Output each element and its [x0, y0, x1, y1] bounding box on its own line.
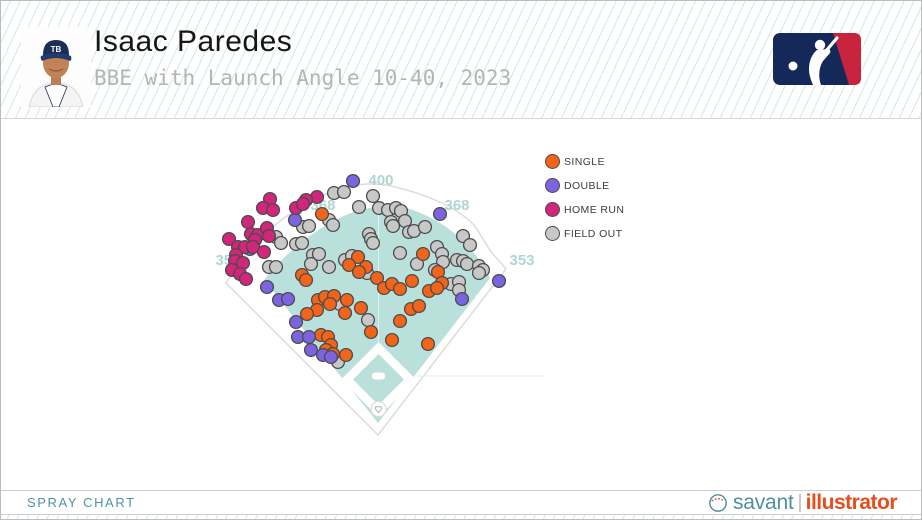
- dot-field-out[interactable]: [459, 256, 475, 272]
- dot-field-out[interactable]: [385, 218, 401, 234]
- legend-label: DOUBLE: [564, 179, 610, 192]
- chart-subtitle: BBE with Launch Angle 10-40, 2023: [94, 66, 512, 90]
- legend-label: SINGLE: [564, 155, 605, 168]
- dot-field-out[interactable]: [365, 188, 381, 204]
- field-out-swatch-icon: [545, 226, 560, 241]
- legend-item-field-out: FIELD OUT: [545, 226, 624, 241]
- dot-field-out[interactable]: [311, 246, 327, 262]
- chart-panel: 353368400368353 SINGLE DOUBLE HOME RUN F…: [1, 118, 921, 490]
- dot-field-out[interactable]: [303, 256, 319, 272]
- dot-home-run[interactable]: [221, 231, 237, 247]
- footer: SPRAY CHART savant illustrator: [1, 490, 921, 515]
- dot-single[interactable]: [420, 336, 436, 352]
- dot-single[interactable]: [339, 292, 355, 308]
- bbe-dots: [221, 173, 507, 370]
- dot-field-out[interactable]: [462, 237, 478, 253]
- header: TB Isaac Paredes BBE with Launch Angle 1…: [1, 1, 921, 118]
- dot-field-out[interactable]: [392, 245, 408, 261]
- dot-field-out[interactable]: [294, 235, 310, 251]
- page-title: Isaac Paredes: [94, 25, 293, 58]
- dot-single[interactable]: [350, 249, 366, 265]
- dot-double[interactable]: [288, 314, 304, 330]
- home-plate-icon: [375, 406, 382, 414]
- dot-field-out[interactable]: [365, 235, 381, 251]
- distance-label: 353: [510, 252, 535, 269]
- double-swatch-icon: [545, 178, 560, 193]
- dot-single[interactable]: [411, 298, 427, 314]
- dot-single[interactable]: [384, 332, 400, 348]
- dot-field-out[interactable]: [301, 218, 317, 234]
- home-run-swatch-icon: [545, 202, 560, 217]
- dot-single[interactable]: [298, 272, 314, 288]
- dot-home-run[interactable]: [265, 202, 281, 218]
- dot-double[interactable]: [259, 279, 275, 295]
- dot-double[interactable]: [303, 342, 319, 358]
- spray-chart-field: 353368400368353: [216, 172, 544, 436]
- dot-field-out[interactable]: [471, 265, 487, 281]
- dot-double[interactable]: [301, 329, 317, 345]
- dot-single[interactable]: [363, 324, 379, 340]
- dot-field-out[interactable]: [273, 235, 289, 251]
- dot-single[interactable]: [392, 281, 408, 297]
- legend-item-double: DOUBLE: [545, 178, 624, 193]
- distance-label: 368: [445, 197, 470, 214]
- dot-home-run[interactable]: [238, 271, 254, 287]
- distance-labels: 353368400368353: [216, 172, 535, 269]
- dot-double[interactable]: [345, 173, 361, 189]
- legend-item-single: SINGLE: [545, 154, 624, 169]
- dot-double[interactable]: [287, 212, 303, 228]
- footer-chart-type-label: SPRAY CHART: [27, 495, 136, 510]
- dot-single[interactable]: [341, 257, 357, 273]
- mound-marker: [371, 371, 386, 381]
- dot-field-out[interactable]: [336, 184, 352, 200]
- mlb-logo: [773, 33, 861, 85]
- player-headshot: TB: [21, 27, 91, 107]
- dot-home-run[interactable]: [256, 244, 272, 260]
- dot-single[interactable]: [353, 300, 369, 316]
- dot-field-out[interactable]: [417, 219, 433, 235]
- dot-single[interactable]: [415, 246, 431, 262]
- dot-single[interactable]: [351, 264, 367, 280]
- dot-field-out[interactable]: [351, 199, 367, 215]
- dot-single[interactable]: [314, 206, 330, 222]
- dot-single[interactable]: [429, 280, 445, 296]
- dot-single[interactable]: [299, 306, 315, 322]
- home-plate-circle: [370, 400, 387, 418]
- dot-double[interactable]: [280, 291, 296, 307]
- single-swatch-icon: [545, 154, 560, 169]
- dot-field-out[interactable]: [268, 259, 284, 275]
- dot-double[interactable]: [491, 273, 507, 289]
- dot-single[interactable]: [322, 296, 338, 312]
- legend-item-home-run: HOME RUN: [545, 202, 624, 217]
- dot-home-run[interactable]: [261, 228, 277, 244]
- savant-illustrator-logo: savant illustrator: [708, 490, 898, 515]
- dot-single[interactable]: [404, 273, 420, 289]
- dot-field-out[interactable]: [360, 312, 376, 328]
- dot-single[interactable]: [337, 305, 353, 321]
- legend-label: FIELD OUT: [564, 227, 623, 240]
- brand-illustrator: illustrator: [805, 490, 898, 514]
- dot-single[interactable]: [392, 313, 408, 329]
- title-block: Isaac Paredes BBE with Launch Angle 10-4…: [94, 25, 511, 90]
- distance-label: 400: [369, 172, 394, 189]
- dot-double[interactable]: [323, 349, 339, 365]
- dot-single[interactable]: [338, 347, 354, 363]
- legend-label: HOME RUN: [564, 203, 625, 216]
- legend: SINGLE DOUBLE HOME RUN FIELD OUT: [545, 154, 624, 250]
- dot-home-run[interactable]: [295, 196, 311, 212]
- dot-double[interactable]: [432, 206, 448, 222]
- dot-field-out[interactable]: [321, 259, 337, 275]
- cap-logo: TB: [51, 45, 62, 54]
- baseball-icon: [709, 493, 727, 512]
- brand-divider: [798, 493, 801, 512]
- brand-savant: savant: [732, 490, 794, 514]
- dot-field-out[interactable]: [325, 217, 341, 233]
- dot-home-run[interactable]: [240, 214, 256, 230]
- dot-double[interactable]: [454, 291, 470, 307]
- dot-single[interactable]: [369, 270, 385, 286]
